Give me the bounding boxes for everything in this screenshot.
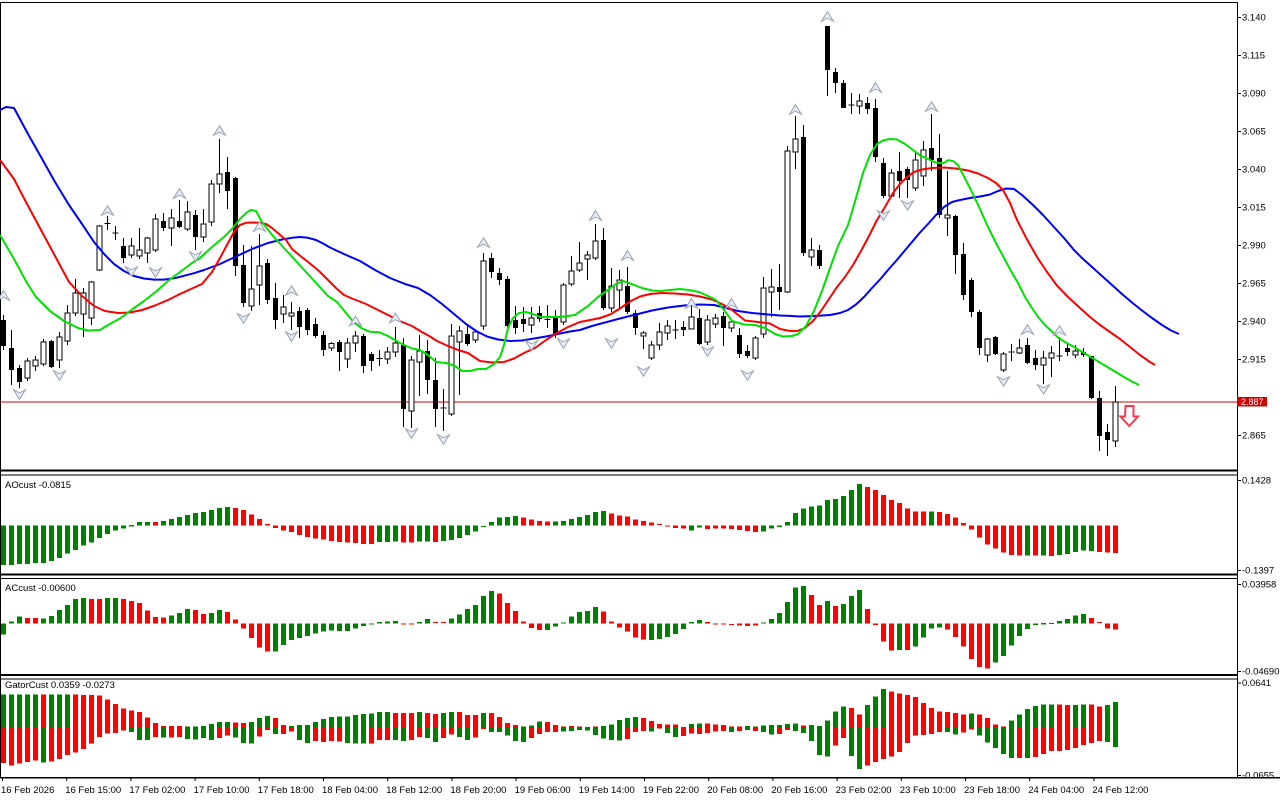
svg-text:18 Feb 20:00: 18 Feb 20:00 — [450, 785, 506, 796]
svg-text:3.015: 3.015 — [1242, 203, 1266, 214]
svg-text:2.990: 2.990 — [1242, 241, 1266, 252]
svg-text:18 Feb 12:00: 18 Feb 12:00 — [386, 785, 442, 796]
svg-text:19 Feb 14:00: 19 Feb 14:00 — [579, 785, 635, 796]
svg-text:19 Feb 06:00: 19 Feb 06:00 — [515, 785, 571, 796]
svg-text:-0.0655: -0.0655 — [1242, 771, 1274, 782]
svg-text:2.915: 2.915 — [1242, 355, 1266, 366]
svg-text:16 Feb 15:00: 16 Feb 15:00 — [65, 785, 121, 796]
svg-text:-0.1397: -0.1397 — [1242, 566, 1274, 577]
svg-text:23 Feb 10:00: 23 Feb 10:00 — [900, 785, 956, 796]
svg-text:0.0641: 0.0641 — [1242, 678, 1271, 689]
svg-text:GatorCust 0.0359 -0.0273: GatorCust 0.0359 -0.0273 — [5, 680, 115, 691]
svg-text:20 Feb 16:00: 20 Feb 16:00 — [771, 785, 827, 796]
svg-text:3.040: 3.040 — [1242, 165, 1266, 176]
svg-text:3.065: 3.065 — [1242, 127, 1266, 138]
svg-text:17 Feb 10:00: 17 Feb 10:00 — [194, 785, 250, 796]
svg-text:3.090: 3.090 — [1242, 89, 1266, 100]
svg-text:23 Feb 18:00: 23 Feb 18:00 — [964, 785, 1020, 796]
svg-text:2.965: 2.965 — [1242, 279, 1266, 290]
svg-text:0.03958: 0.03958 — [1242, 580, 1276, 591]
svg-text:17 Feb 18:00: 17 Feb 18:00 — [258, 785, 314, 796]
svg-text:18 Feb 04:00: 18 Feb 04:00 — [322, 785, 378, 796]
svg-text:17 Feb 02:00: 17 Feb 02:00 — [129, 785, 185, 796]
svg-text:0.1428: 0.1428 — [1242, 476, 1271, 487]
svg-text:3.115: 3.115 — [1242, 51, 1265, 62]
svg-text:24 Feb 04:00: 24 Feb 04:00 — [1028, 785, 1084, 796]
svg-text:23 Feb 02:00: 23 Feb 02:00 — [836, 785, 892, 796]
svg-text:16 Feb 2026: 16 Feb 2026 — [1, 785, 54, 796]
svg-text:20 Feb 08:00: 20 Feb 08:00 — [707, 785, 763, 796]
svg-text:2.865: 2.865 — [1242, 431, 1266, 442]
svg-text:19 Feb 22:00: 19 Feb 22:00 — [643, 785, 699, 796]
svg-text:24 Feb 12:00: 24 Feb 12:00 — [1092, 785, 1148, 796]
svg-text:3.140: 3.140 — [1242, 13, 1266, 24]
svg-text:2.940: 2.940 — [1242, 317, 1266, 328]
svg-text:AOcust -0.0815: AOcust -0.0815 — [5, 480, 71, 491]
svg-text:ACcust -0.00600: ACcust -0.00600 — [5, 583, 76, 594]
svg-text:-0.04690: -0.04690 — [1242, 667, 1280, 678]
svg-text:2.887: 2.887 — [1241, 397, 1264, 407]
